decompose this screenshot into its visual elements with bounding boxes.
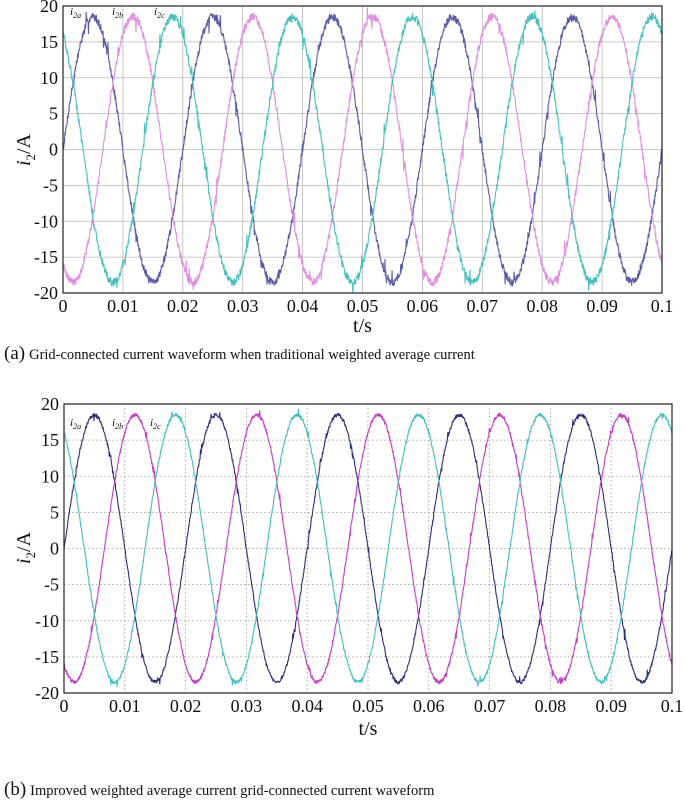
x-tick-label: 0.08 — [526, 296, 558, 316]
plot-frame — [63, 403, 673, 694]
legend-label-i2a: i2a — [70, 6, 81, 20]
series-line-i2b — [63, 410, 673, 685]
plot-frame — [62, 5, 663, 294]
series-line-i2a — [62, 11, 663, 287]
x-tick-label: 0.02 — [167, 296, 199, 316]
x-tick-label: 0.1 — [661, 696, 684, 716]
legend-label-i2b: i2b — [112, 417, 123, 431]
series-line-i2a — [63, 412, 673, 685]
y-tick-label: -20 — [34, 283, 58, 303]
y-tick-label: 10 — [41, 466, 59, 486]
x-tick-label: 0 — [59, 296, 68, 316]
legend-label-i2c: i2c — [154, 6, 165, 20]
x-tick-label: 0.04 — [287, 296, 319, 316]
y-tick-label: 15 — [41, 430, 59, 450]
y-tick-label: 15 — [40, 32, 58, 52]
x-axis-label: t/s — [353, 315, 372, 337]
x-tick-label: 0.09 — [586, 296, 618, 316]
caption-a-text: Grid-connected current waveform when tra… — [29, 347, 475, 363]
y-tick-label: 0 — [49, 140, 58, 160]
x-tick-label: 0.1 — [651, 296, 674, 316]
y-tick-label: -15 — [34, 247, 58, 267]
y-tick-label: 5 — [50, 502, 59, 522]
series-line-i2c — [62, 10, 663, 294]
y-tick-label: -20 — [35, 683, 59, 703]
y-tick-label: 20 — [41, 394, 59, 414]
x-tick-label: 0.02 — [170, 696, 202, 716]
x-tick-label: 0 — [60, 696, 69, 716]
caption-a: (a) Grid-connected current waveform when… — [4, 343, 475, 365]
y-tick-label: -10 — [34, 211, 58, 231]
x-tick-label: 0.07 — [467, 296, 499, 316]
y-tick-label: 5 — [49, 104, 58, 124]
y-tick-label: 0 — [50, 539, 59, 559]
figure-panel-b: 0 0.01 0.02 0.03 0.04 0.05 0.06 0.07 0.08 0.09 0.1… — [0, 392, 685, 806]
x-tick-label: 0.06 — [407, 296, 439, 316]
legend-label-i2a: i2a — [70, 417, 81, 431]
series-line-i2b — [62, 7, 663, 291]
y-tick-label: 10 — [40, 68, 58, 88]
y-tick-label: -5 — [43, 175, 58, 195]
figure-panel-a: 0 0.01 0.02 0.03 0.04 0.05 0.06 0.07 0.08 0.09 0.1… — [0, 0, 685, 385]
y-axis-label: i2/A — [13, 133, 38, 166]
y-tick-label: -5 — [44, 575, 59, 595]
y-tick-label: 20 — [40, 0, 58, 16]
caption-b: (b) Improved weighted average current gr… — [4, 779, 434, 801]
caption-b-tag: (b) — [4, 779, 27, 800]
x-tick-label: 0.05 — [347, 296, 379, 316]
x-tick-label: 0.09 — [595, 696, 627, 716]
x-axis-label: t/s — [359, 718, 378, 740]
y-tick-label: -15 — [35, 647, 59, 667]
chart-b-svg: 0 0.01 0.02 0.03 0.04 0.05 0.06 0.07 0.08 0.09 0.1… — [13, 394, 684, 740]
chart-a-svg: 0 0.01 0.02 0.03 0.04 0.05 0.06 0.07 0.08 0.09 0.1… — [13, 0, 674, 337]
y-axis-label: i2/A — [13, 531, 38, 564]
legend-label-i2c: i2c — [150, 417, 161, 431]
x-tick-label: 0.06 — [413, 696, 445, 716]
x-tick-label: 0.01 — [109, 696, 141, 716]
caption-a-tag: (a) — [4, 343, 26, 364]
x-tick-label: 0.08 — [535, 696, 567, 716]
x-tick-label: 0.07 — [474, 696, 506, 716]
x-tick-label: 0.03 — [231, 696, 263, 716]
y-tick-label: -10 — [35, 611, 59, 631]
x-tick-label: 0.01 — [107, 296, 139, 316]
x-tick-label: 0.05 — [352, 696, 384, 716]
series-line-i2c — [63, 408, 673, 687]
legend-label-i2b: i2b — [112, 6, 123, 20]
x-tick-label: 0.03 — [227, 296, 259, 316]
x-tick-label: 0.04 — [291, 696, 323, 716]
caption-b-text: Improved weighted average current grid-c… — [30, 783, 435, 799]
